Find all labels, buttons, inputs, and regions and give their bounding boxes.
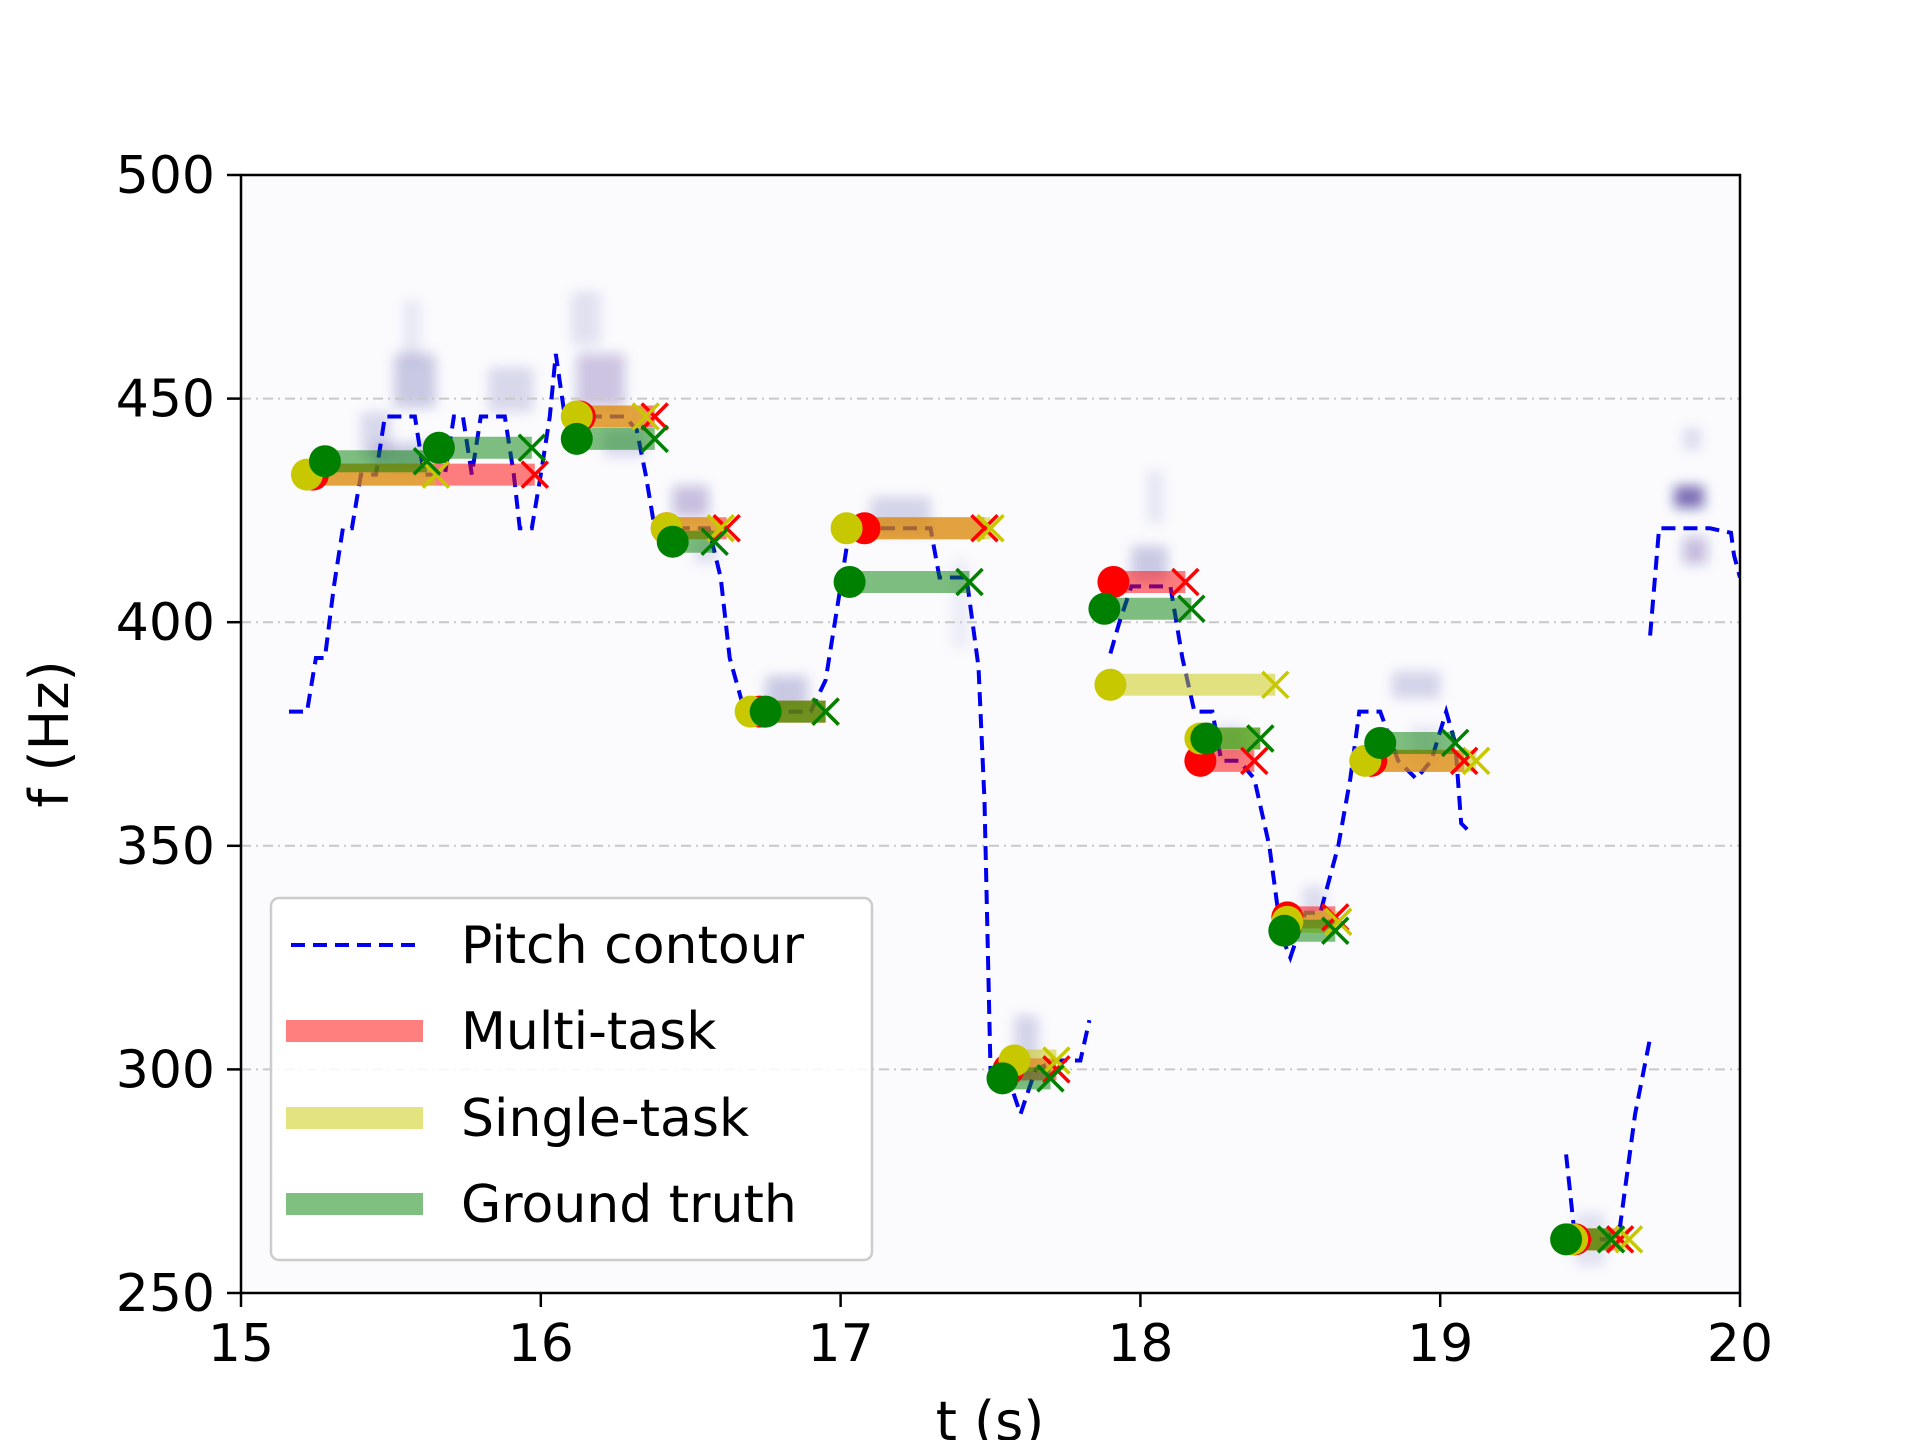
legend-label-pitch: Pitch contour — [461, 916, 805, 976]
x-tick-label: 18 — [1107, 1314, 1173, 1374]
ground-truth-note-offset-marker — [517, 433, 547, 463]
single-task-note-offset-marker — [1042, 1046, 1071, 1075]
x-tick-label: 16 — [508, 1314, 574, 1374]
y-tick-label: 300 — [116, 1040, 215, 1100]
ground-truth-note-onset-marker — [986, 1062, 1019, 1095]
spectrogram-blob — [1683, 537, 1708, 565]
single-task-note-offset-marker — [1461, 746, 1491, 776]
spectrogram-blob — [570, 291, 601, 345]
ground-truth-note-onset-marker — [1088, 592, 1121, 625]
legend: Pitch contour Multi-task Single-task Gro… — [269, 896, 874, 1262]
multi-task-note-offset-marker — [520, 460, 550, 489]
ground-truth-note-onset-marker — [1364, 726, 1397, 759]
ground-truth-note-offset-marker — [955, 567, 984, 597]
multi-task-note-offset-marker — [970, 514, 999, 543]
multi-task-note-offset-marker — [1171, 567, 1200, 597]
note-segments — [290, 400, 1644, 1256]
single-task-note-offset-marker — [976, 514, 1005, 543]
single-task-note-offset-marker — [421, 460, 451, 489]
x-tick-label: 20 — [1707, 1314, 1773, 1374]
spectrogram-blob — [402, 300, 421, 363]
x-axis-label: t (s) — [936, 1390, 1045, 1440]
ground-truth-note-onset-marker — [1268, 914, 1301, 947]
single-task-note-onset-marker — [830, 512, 863, 545]
multi-task-note-offset-marker — [1240, 746, 1269, 776]
multi-task-note-offset-marker — [1449, 746, 1479, 776]
ground-truth-note-offset-marker — [811, 697, 840, 726]
multi-task-note-onset-marker — [1097, 565, 1130, 598]
spectrogram-blob — [1683, 427, 1702, 451]
y-tick-label: 400 — [116, 593, 215, 653]
legend-label-truth: Ground truth — [461, 1175, 797, 1235]
legend-box — [269, 896, 874, 1262]
ground-truth-note-onset-marker — [1190, 722, 1223, 755]
x-tick-label: 19 — [1407, 1314, 1473, 1374]
multi-task-note-offset-marker — [640, 402, 669, 431]
x-tick-label: 17 — [808, 1314, 874, 1374]
ground-truth-note-offset-marker — [1440, 728, 1470, 758]
ground-truth-note-offset-marker — [640, 424, 669, 454]
spectrogram-blob — [1674, 485, 1705, 509]
spectrogram-blob — [1146, 470, 1165, 524]
y-tick-label: 450 — [116, 370, 215, 430]
ground-truth-note-offset-marker — [1596, 1225, 1626, 1254]
single-task-note-onset-marker — [1094, 668, 1127, 701]
ground-truth-note-offset-marker — [1177, 594, 1206, 624]
plot-frame — [239, 173, 1742, 1295]
x-axis-ticks: 15 16 17 18 19 20 — [208, 1293, 1773, 1374]
ground-truth-note-offset-marker — [1246, 724, 1275, 753]
multi-task-note-offset-marker — [1605, 1225, 1635, 1254]
ground-truth-note-onset-marker — [1550, 1223, 1583, 1256]
ground-truth-note-onset-marker — [422, 431, 455, 464]
single-task-note-offset-marker — [1261, 670, 1290, 700]
legend-label-single: Single-task — [461, 1089, 749, 1149]
ground-truth-note-offset-marker — [700, 527, 729, 556]
spectrogram-blob — [1392, 671, 1441, 699]
spectrogram-blob — [488, 367, 534, 413]
x-tick-label: 15 — [208, 1314, 274, 1374]
y-axis-ticks: 250 300 350 400 450 500 — [116, 146, 241, 1324]
single-task-note-offset-marker — [1324, 907, 1353, 937]
pitch-contour-line — [1648, 526, 1740, 636]
spectrogram-blob — [672, 485, 709, 518]
ground-truth-note-offset-marker — [1321, 916, 1350, 946]
y-tick-label: 500 — [116, 146, 215, 206]
single-task-note-onset-marker — [560, 400, 593, 433]
y-tick-label: 350 — [116, 817, 215, 877]
ground-truth-note-onset-marker — [749, 695, 782, 728]
ground-truth-note-onset-marker — [308, 445, 341, 478]
ground-truth-note-offset-marker — [1036, 1064, 1065, 1093]
ground-truth-note-onset-marker — [560, 422, 593, 455]
y-axis-label: f (Hz) — [18, 660, 81, 807]
ground-truth-note-onset-marker — [656, 525, 689, 558]
y-tick-label: 250 — [116, 1264, 215, 1324]
legend-label-multi: Multi-task — [461, 1002, 716, 1062]
ground-truth-note-onset-marker — [833, 565, 866, 598]
single-task-note-offset-marker — [631, 402, 660, 431]
